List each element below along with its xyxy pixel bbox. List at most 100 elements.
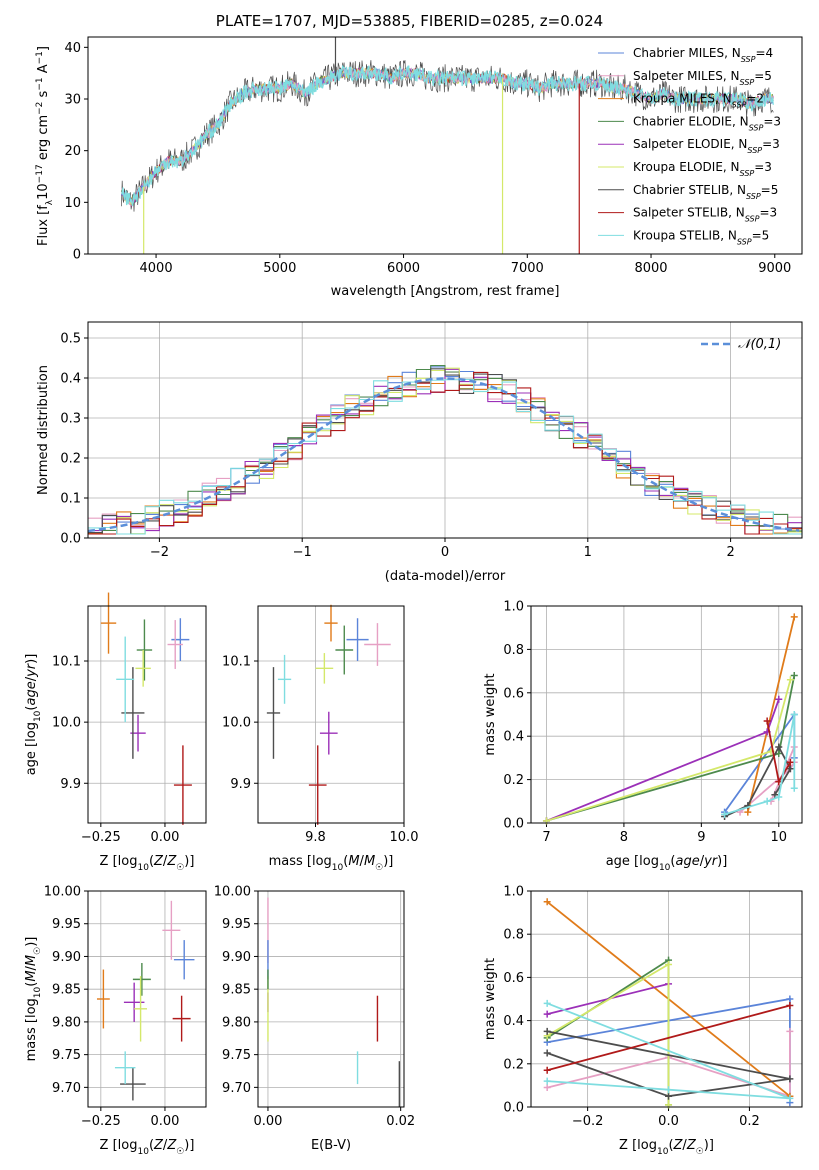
weight-marker: [763, 797, 771, 805]
legend-label: Chabrier ELODIE, NSSP=3: [633, 114, 781, 131]
weight-marker: [790, 613, 798, 621]
mass_vs_ebv-frame: [257, 890, 405, 1108]
weight-marker: [543, 1010, 551, 1018]
weight-marker: [543, 1084, 551, 1092]
legend-label: Kroupa ELODIE, NSSP=3: [633, 160, 772, 178]
age_vs_mass-frame: [257, 605, 405, 824]
residuals-ylabel: Normed distribution: [36, 365, 51, 495]
y-tick-label: 0.4: [503, 730, 524, 745]
mass_vs_Z-xlabel: Z [log10(Z/Z☉)]: [100, 1138, 195, 1157]
x-tick-label: −2: [150, 545, 169, 560]
weight-marker: [775, 793, 783, 801]
weight-marker: [790, 784, 798, 792]
y-tick-label: 9.90: [222, 950, 251, 965]
mass_vs_Z-frame: [87, 890, 207, 1108]
weight-marker: [786, 765, 794, 773]
x-tick-label: 6000: [387, 261, 420, 276]
y-tick-label: 9.70: [222, 1081, 251, 1096]
weight-series: [746, 616, 796, 813]
weight-series: [546, 1030, 791, 1098]
y-tick-label: 0.8: [503, 928, 524, 943]
legend-label: Salpeter STELIB, NSSP=3: [633, 206, 777, 224]
residuals-xlabel: (data-model)/error: [385, 569, 506, 584]
weight-marker: [665, 1092, 673, 1100]
weight-marker: [786, 758, 794, 766]
age_vs_Z-xlabel: Z [log10(Z/Z☉)]: [100, 854, 195, 873]
weight_vs_Z-ylabel: mass weight: [483, 958, 498, 1040]
age_vs_mass-axes: 9.8 10.0 9.9 10.0 10.1: [222, 606, 418, 845]
weight-marker: [771, 791, 779, 799]
x-tick-label: 7000: [511, 261, 544, 276]
age_vs_Z-frame: [87, 605, 207, 824]
weight-marker: [543, 1049, 551, 1057]
mass_vs_ebv-xlabel: E(B-V): [311, 1138, 351, 1153]
age_vs_Z-axes: −0.25 0.00 9.9 10.0 10.1: [52, 606, 206, 845]
weight-marker: [543, 1066, 551, 1074]
weight-marker: [775, 750, 783, 758]
x-tick-label: 0.00: [253, 1114, 282, 1129]
spectrum-frame: [87, 36, 803, 255]
weight_vs_age-axes: 7 8 9 10 0.0 0.2 0.4 0.6 0.8 1.0: [503, 600, 802, 845]
y-tick-label: 0.0: [503, 817, 524, 832]
y-tick-label: 10.1: [222, 655, 251, 670]
weight-marker: [786, 1094, 794, 1102]
y-tick-label: 10.00: [214, 885, 251, 900]
x-tick-label: 0.2: [739, 1114, 760, 1129]
y-tick-label: 9.9: [230, 777, 251, 792]
weight-marker: [665, 960, 673, 968]
weight-marker: [790, 711, 798, 718]
spectrum-ylabel: Flux [fλ10−17 erg cm−2 s−1 A−1]: [35, 46, 55, 246]
x-tick-label: 2: [726, 545, 734, 560]
residuals-axes: −2 −1 0 1 2 0.0 0.1 0.2 0.3 0.4 0.5: [60, 322, 802, 560]
weight-marker: [665, 1086, 673, 1094]
weight_vs_age-ylabel: mass weight: [483, 673, 498, 755]
weight-series: [546, 1002, 791, 1100]
weight-marker: [786, 1075, 794, 1083]
x-tick-label: 9000: [758, 261, 791, 276]
x-tick-label: 0.0: [658, 1114, 679, 1129]
y-tick-label: 0.3: [60, 412, 81, 427]
weight-marker: [775, 743, 783, 751]
x-tick-label: 8: [620, 830, 628, 845]
x-tick-label: 9: [697, 830, 705, 845]
weight-marker: [763, 717, 771, 725]
y-tick-label: 0.8: [503, 643, 524, 658]
y-tick-label: 10.0: [222, 716, 251, 731]
weight-marker: [721, 810, 729, 818]
y-tick-label: 40: [64, 41, 81, 56]
y-tick-label: 0.2: [503, 1057, 524, 1072]
weight-series: [546, 675, 796, 822]
x-tick-label: −0.25: [81, 830, 121, 845]
gaussian-curve: [87, 377, 800, 533]
y-tick-label: 0.4: [503, 1014, 524, 1029]
mass_vs_ebv-axes: 0.00 0.02 9.70 9.75 9.80 9.85 9.90 9.95 10.00: [214, 885, 415, 1130]
x-tick-label: 0.02: [386, 1114, 415, 1129]
y-tick-label: 0.0: [60, 532, 81, 547]
y-tick-label: 20: [64, 144, 81, 159]
y-tick-label: 9.80: [222, 1015, 251, 1030]
weight_vs_Z-xlabel: Z [log10(Z/Z☉)]: [619, 1138, 714, 1157]
y-tick-label: 0.2: [60, 452, 81, 467]
y-tick-label: 0.6: [503, 686, 524, 701]
histogram-series: [88, 378, 802, 535]
y-tick-label: 0.5: [60, 332, 81, 347]
x-tick-label: 5000: [263, 261, 296, 276]
weight_vs_Z-axes: −0.2 0.0 0.2 0.0 0.2 0.4 0.6 0.8 1.0: [503, 885, 802, 1129]
x-tick-label: 10.0: [390, 830, 419, 845]
y-tick-label: 9.95: [52, 917, 81, 932]
weight-marker: [775, 695, 783, 703]
legend-label: Chabrier MILES, NSSP=4: [633, 46, 773, 64]
spectrum-line: [120, 65, 774, 207]
histogram-series: [88, 368, 802, 535]
x-tick-label: −0.2: [572, 1114, 604, 1129]
y-tick-label: 9.85: [222, 983, 251, 998]
weight-marker: [786, 676, 794, 684]
x-tick-label: 0.00: [150, 830, 179, 845]
spectrum-legend: Chabrier MILES, NSSP=4 Salpeter MILES, NS…: [598, 46, 781, 246]
y-tick-label: 9.90: [52, 950, 81, 965]
mass_vs_Z-ylabel: mass [log10(M/M☉)]: [24, 937, 43, 1062]
legend-label: Kroupa STELIB, NSSP=5: [633, 228, 769, 246]
weight_vs_age-xlabel: age [log10(age/yr)]: [606, 854, 728, 873]
x-tick-label: 0: [441, 545, 449, 560]
